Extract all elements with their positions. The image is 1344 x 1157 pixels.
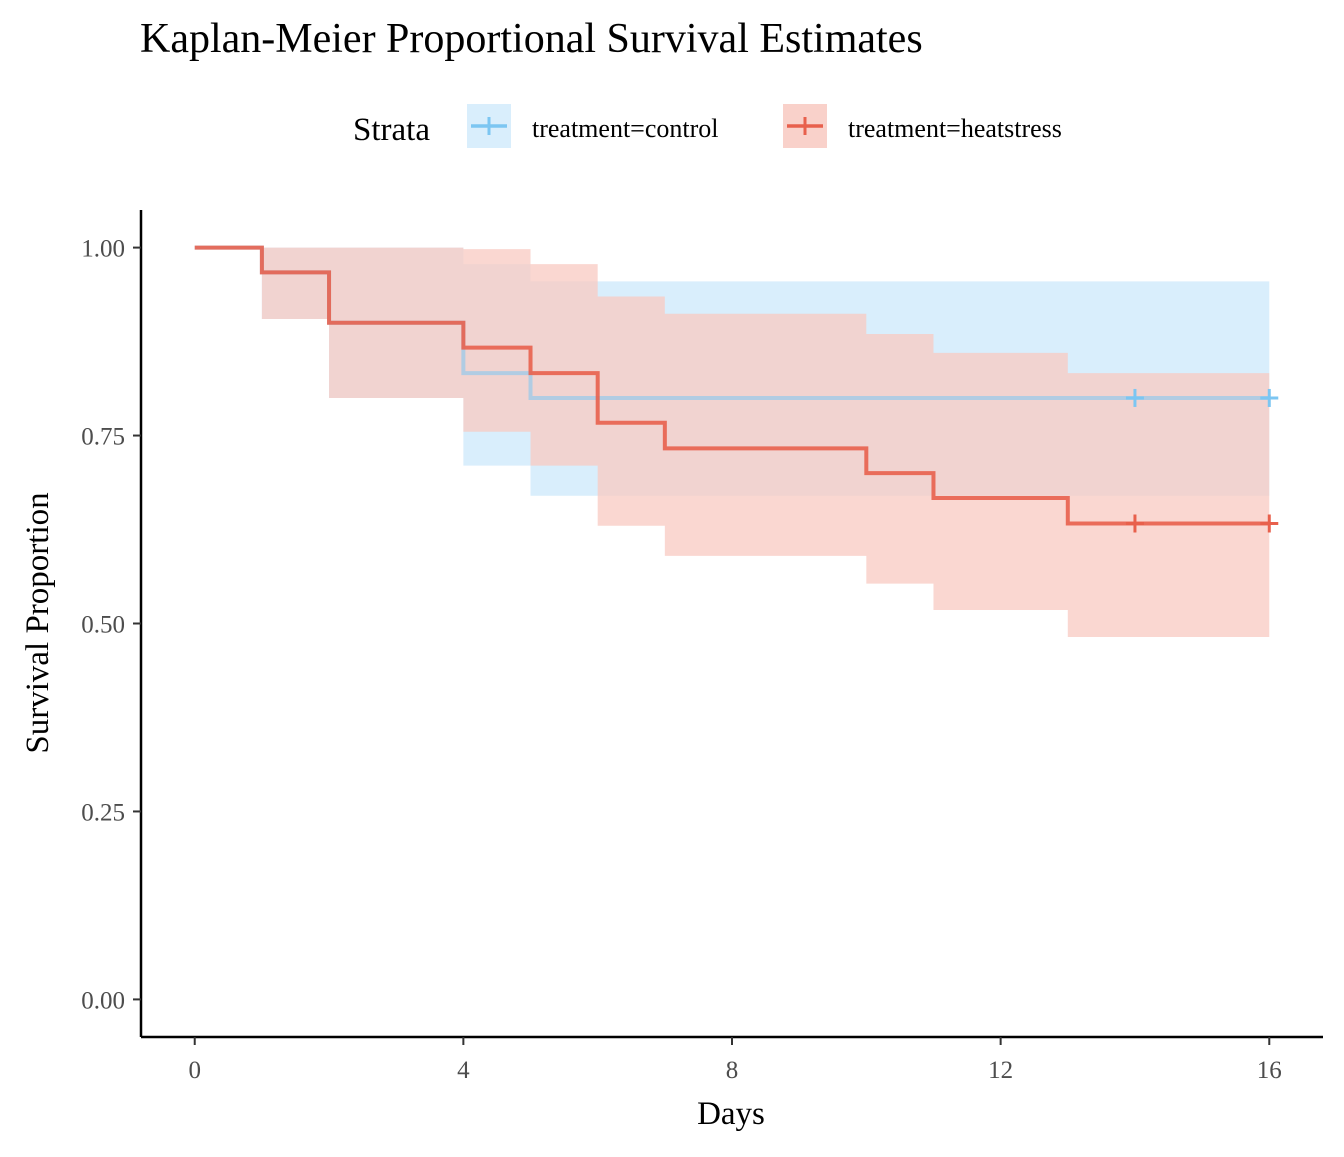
legend-label: treatment=heatstress [848, 114, 1062, 143]
chart-title: Kaplan-Meier Proportional Survival Estim… [140, 16, 923, 62]
x-tick-label: 4 [457, 1057, 470, 1084]
survival-curves [194, 245, 1270, 526]
y-tick-label: 0.00 [81, 987, 125, 1014]
y-tick-label: 0.50 [81, 612, 125, 639]
survival-curve-heatstress [194, 245, 1270, 526]
censor-mark-heatstress [1260, 514, 1279, 533]
y-tick-label: 0.75 [81, 424, 125, 451]
censor-mark-control [1260, 388, 1279, 407]
legend-title: Strata [353, 112, 430, 148]
censor-mark-control [1125, 388, 1144, 407]
x-tick-label: 0 [188, 1057, 201, 1084]
censor-mark-heatstress [1125, 514, 1144, 533]
legend-label: treatment=control [532, 114, 718, 143]
x-axis-title: Days [697, 1096, 765, 1132]
y-tick-label: 0.25 [81, 799, 125, 826]
x-tick-label: 16 [1257, 1057, 1282, 1084]
legend: Strata treatment=control treatment=heatst… [353, 104, 1062, 148]
legend-item-control: treatment=control [467, 104, 718, 148]
y-axis-title: Survival Proportion [20, 492, 56, 753]
axes: 0.00 0.25 0.50 0.75 1.00 0 4 8 12 16 [81, 210, 1323, 1084]
legend-item-heatstress: treatment=heatstress [783, 104, 1062, 148]
y-tick-label: 1.00 [81, 236, 125, 263]
confidence-bands [194, 247, 1270, 638]
x-tick-label: 12 [988, 1057, 1013, 1084]
censor-marks [1125, 388, 1279, 533]
x-tick-label: 8 [726, 1057, 739, 1084]
